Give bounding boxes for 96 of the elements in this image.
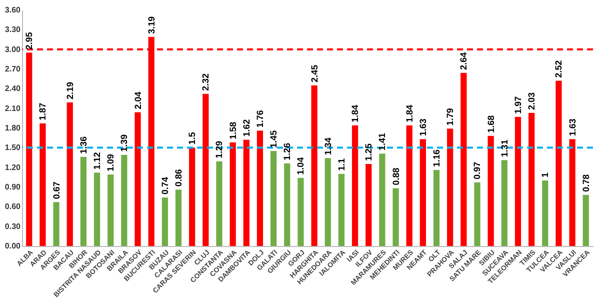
data-label: 1.12 [92,152,102,170]
y-tick-label: 1.50 [4,143,22,152]
bar [175,190,182,246]
bar [460,72,467,246]
data-label: 2.19 [64,82,75,100]
data-label: 1.68 [486,115,496,133]
data-label: 1.26 [282,142,292,160]
bar [256,130,264,246]
bar [514,116,522,246]
bar [216,161,222,246]
bar [40,123,46,246]
data-label: 2.32 [200,73,211,91]
data-label: 1.79 [445,108,456,126]
data-label: 2.04 [132,92,143,110]
data-label: 1.5 [187,132,198,145]
data-label: 0.67 [51,182,62,200]
data-label: 1.04 [296,157,306,175]
data-label: 2.95 [24,32,34,50]
bar [556,80,562,246]
y-tick-label: 3.30 [4,25,22,34]
bar [488,136,494,246]
bar [366,164,372,246]
data-label: 2.45 [309,64,320,82]
bar [284,163,290,246]
data-label: 1.84 [404,104,414,122]
bar [501,160,508,246]
bar [189,148,196,246]
data-label: 2.03 [526,92,537,110]
y-tick-label: 0.30 [4,222,22,231]
data-label: 1.97 [512,96,523,114]
data-label: 1.45 [268,130,279,148]
y-tick-label: 3.00 [4,44,22,54]
data-label: 1.09 [106,154,116,172]
bar [80,156,86,246]
data-label: 1.39 [119,134,130,152]
data-label: 1.34 [322,138,333,156]
data-label: 1.62 [241,119,252,137]
bar [94,172,100,246]
y-tick-label: 1.20 [4,162,22,172]
bar [162,197,168,246]
bar [270,150,277,246]
bar [53,202,60,246]
bar [406,125,412,246]
bar [121,154,128,246]
data-label: 1.58 [228,122,238,140]
data-label: 0.86 [174,169,184,187]
bar [474,182,480,246]
data-label: 1 [540,172,550,178]
bar [298,178,304,246]
bar [202,94,209,246]
data-label: 1.29 [214,140,224,158]
data-label: 1.63 [567,118,578,136]
bar [352,125,358,246]
data-label: 0.97 [472,162,482,180]
bar [26,52,32,246]
bar [230,142,236,246]
y-tick-label: 3.60 [4,6,22,14]
data-label: 1.41 [377,133,388,151]
data-label: 1.31 [499,140,510,158]
data-label: 1.25 [364,144,374,162]
data-label: 0.78 [580,174,591,192]
data-label: 1.76 [254,110,265,128]
bar [528,112,535,246]
data-label: 1.36 [78,136,88,154]
bar [108,174,114,246]
bar [569,139,576,246]
data-label: 1.1 [336,158,346,171]
bar [447,128,454,246]
bar [338,174,345,246]
bar [542,180,548,246]
bar [134,112,141,246]
data-label: 1.84 [350,104,360,122]
bar [324,158,331,246]
data-label: 0.88 [390,168,401,186]
bar [243,140,250,246]
y-tick-label: 0.00 [4,242,22,250]
bar [582,194,589,246]
data-label: 2.52 [554,60,564,78]
data-label: 1.63 [418,118,428,136]
y-tick-label: 0.90 [4,182,22,192]
y-tick-label: 2.40 [4,84,22,94]
bar [392,188,399,246]
bar [433,170,440,246]
y-tick-label: 2.10 [4,104,22,113]
data-label: 0.74 [160,176,170,194]
data-label: 2.64 [458,52,469,70]
y-tick-label: 1.80 [4,124,22,132]
data-label: 1.16 [432,149,442,167]
bar [379,154,386,246]
y-tick-label: 2.70 [4,64,22,74]
y-tick-label: 0.60 [4,202,22,212]
data-label: 1.87 [38,102,48,120]
bar [66,102,73,246]
bar [311,85,318,246]
bar [420,139,426,246]
data-label: 3.19 [146,16,156,34]
